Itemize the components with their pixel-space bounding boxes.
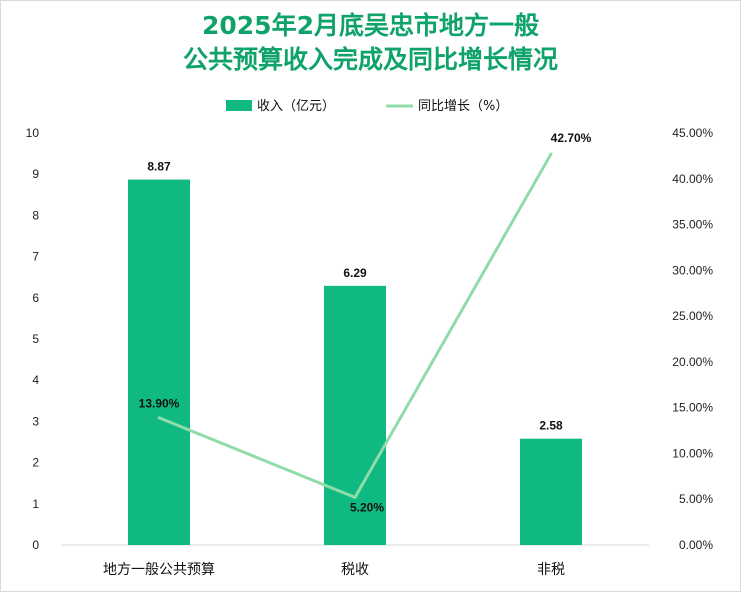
- y-left-tick-label: 4: [32, 373, 39, 387]
- y-left-tick-label: 5: [32, 332, 39, 346]
- y-right-tick-label: 20.00%: [672, 355, 713, 369]
- growth-point: [353, 495, 357, 499]
- revenue-bar-data-label: 8.87: [147, 160, 171, 174]
- y-right-tick-label: 5.00%: [679, 492, 713, 506]
- y-right-tick-label: 45.00%: [672, 126, 713, 140]
- growth-data-label: 42.70%: [551, 131, 592, 145]
- x-category-label: 非税: [537, 562, 565, 578]
- growth-data-label: 13.90%: [139, 397, 180, 411]
- y-left-tick-label: 8: [32, 208, 39, 222]
- x-category-label: 税收: [341, 562, 369, 578]
- y-left-tick-label: 7: [32, 250, 39, 264]
- y-right-tick-label: 15.00%: [672, 401, 713, 415]
- growth-point: [157, 416, 161, 420]
- legend-bar-label: 收入（亿元）: [257, 99, 335, 114]
- y-right-tick-label: 35.00%: [672, 218, 713, 232]
- legend: 收入（亿元） 同比增长（%）: [226, 99, 508, 114]
- axes: 0 1 2 3 4 5 6 7 8 9 10 0.00% 5.00% 10.00% 15.00% 20.00%…: [26, 126, 714, 578]
- revenue-bar-data-label: 2.58: [539, 419, 563, 433]
- revenue-bar: [520, 438, 582, 545]
- line-series: 13.90% 5.20% 42.70%: [139, 131, 592, 514]
- revenue-bar-data-label: 6.29: [343, 266, 367, 280]
- legend-line-label: 同比增长（%）: [418, 99, 508, 114]
- chart-title: 2025年2月底吴忠市地方一般 公共预算收入完成及同比增长情况: [1, 9, 740, 77]
- y-left-tick-label: 6: [32, 291, 39, 305]
- y-left-tick-label: 2: [32, 456, 39, 470]
- growth-data-label: 5.20%: [350, 500, 384, 514]
- y-left-tick-label: 0: [32, 538, 39, 552]
- y-left-tick-label: 3: [32, 414, 39, 428]
- revenue-bar: [128, 179, 190, 545]
- legend-bar-swatch: [226, 100, 252, 111]
- y-right-tick-label: 30.00%: [672, 263, 713, 277]
- bar-series: 8.87 6.29 2.58: [128, 160, 582, 545]
- y-right-tick-label: 0.00%: [679, 538, 713, 552]
- revenue-bar: [324, 285, 386, 545]
- y-left-tick-label: 9: [32, 167, 39, 181]
- y-right-tick-label: 10.00%: [672, 446, 713, 460]
- chart-title-line-1: 2025年2月底吴忠市地方一般: [202, 11, 539, 40]
- chart-title-line-2: 公共预算收入完成及同比增长情况: [182, 45, 558, 74]
- x-category-label: 地方一般公共预算: [103, 562, 215, 578]
- y-left-tick-label: 1: [32, 497, 39, 511]
- y-right-tick-label: 25.00%: [672, 309, 713, 323]
- y-right-tick-label: 40.00%: [672, 172, 713, 186]
- growth-point: [549, 152, 553, 156]
- y-left-tick-label: 10: [26, 126, 40, 140]
